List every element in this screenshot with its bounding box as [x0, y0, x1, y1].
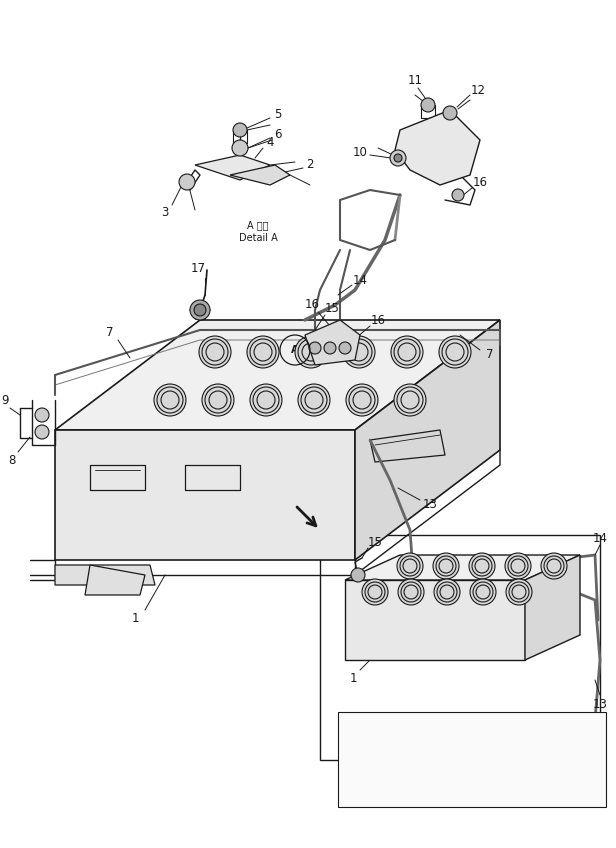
Bar	[320, 535, 600, 760]
Text: D31PLL: D31PLL	[346, 787, 383, 797]
Circle shape	[202, 384, 234, 416]
Text: Detail A: Detail A	[238, 233, 277, 243]
Circle shape	[443, 106, 457, 120]
Polygon shape	[85, 565, 145, 595]
Circle shape	[154, 384, 186, 416]
Text: 16: 16	[370, 314, 386, 326]
Text: 3: 3	[161, 207, 169, 220]
Circle shape	[469, 553, 495, 579]
Text: 通用号但: 通用号但	[473, 719, 498, 729]
Circle shape	[343, 336, 375, 368]
Text: Serial No. 33047 -: Serial No. 33047 -	[420, 739, 508, 749]
Circle shape	[35, 408, 49, 422]
Circle shape	[324, 342, 336, 354]
Text: 10: 10	[352, 146, 367, 159]
Circle shape	[434, 579, 460, 605]
Circle shape	[452, 189, 464, 201]
Circle shape	[439, 336, 471, 368]
Polygon shape	[230, 165, 290, 185]
Text: 7: 7	[486, 349, 494, 361]
Circle shape	[505, 553, 531, 579]
Circle shape	[421, 98, 435, 112]
Bar	[338, 712, 606, 807]
Circle shape	[298, 384, 330, 416]
Circle shape	[194, 304, 206, 316]
Text: 9: 9	[1, 393, 9, 406]
Circle shape	[433, 553, 459, 579]
Circle shape	[346, 384, 378, 416]
Text: 1: 1	[131, 611, 139, 624]
Text: 11: 11	[408, 74, 423, 86]
Text: 5: 5	[274, 109, 282, 121]
Text: 2: 2	[306, 159, 314, 171]
Polygon shape	[525, 555, 580, 660]
Text: 12: 12	[471, 83, 485, 97]
Circle shape	[179, 174, 195, 190]
Text: Serial No. 34293--: Serial No. 34293--	[420, 787, 508, 797]
Circle shape	[390, 150, 406, 166]
Circle shape	[190, 300, 210, 320]
Polygon shape	[305, 320, 360, 365]
Circle shape	[250, 384, 282, 416]
Text: 14: 14	[352, 274, 368, 287]
Circle shape	[397, 553, 423, 579]
Text: D31A: D31A	[346, 739, 373, 749]
Text: A 詳細: A 詳細	[247, 220, 269, 230]
Text: 14: 14	[593, 532, 607, 544]
Text: 6: 6	[274, 129, 282, 142]
Polygon shape	[195, 155, 270, 180]
Text: 17: 17	[190, 261, 206, 275]
Polygon shape	[55, 565, 155, 585]
Text: D31PL: D31PL	[346, 771, 378, 781]
Circle shape	[247, 336, 279, 368]
Circle shape	[394, 154, 402, 162]
Polygon shape	[345, 580, 525, 660]
Text: 4: 4	[266, 137, 274, 149]
Text: 1: 1	[349, 672, 357, 684]
Text: 15: 15	[325, 302, 339, 315]
Circle shape	[394, 384, 426, 416]
Circle shape	[35, 425, 49, 439]
Circle shape	[391, 336, 423, 368]
Text: 13: 13	[423, 499, 437, 511]
Text: 16: 16	[472, 176, 487, 189]
Text: 8: 8	[8, 454, 15, 466]
Text: 7: 7	[106, 326, 114, 338]
Circle shape	[232, 140, 248, 156]
Circle shape	[506, 579, 532, 605]
Circle shape	[339, 342, 351, 354]
Polygon shape	[55, 430, 355, 560]
Text: Serial No. 34295--: Serial No. 34295--	[420, 771, 508, 781]
Text: 13: 13	[593, 699, 607, 711]
Circle shape	[295, 336, 327, 368]
Circle shape	[541, 553, 567, 579]
Circle shape	[362, 579, 388, 605]
Text: 15: 15	[368, 535, 383, 549]
Circle shape	[351, 568, 365, 582]
Polygon shape	[55, 320, 500, 430]
Circle shape	[233, 123, 247, 137]
Polygon shape	[345, 555, 580, 580]
Circle shape	[199, 336, 231, 368]
Text: Serial No. 34284-: Serial No. 34284-	[420, 755, 505, 765]
Text: 16: 16	[304, 298, 320, 311]
Polygon shape	[395, 110, 480, 185]
Text: D31P: D31P	[346, 755, 372, 765]
Polygon shape	[355, 320, 500, 560]
Circle shape	[398, 579, 424, 605]
Circle shape	[470, 579, 496, 605]
Circle shape	[309, 342, 321, 354]
Text: A: A	[291, 345, 299, 355]
